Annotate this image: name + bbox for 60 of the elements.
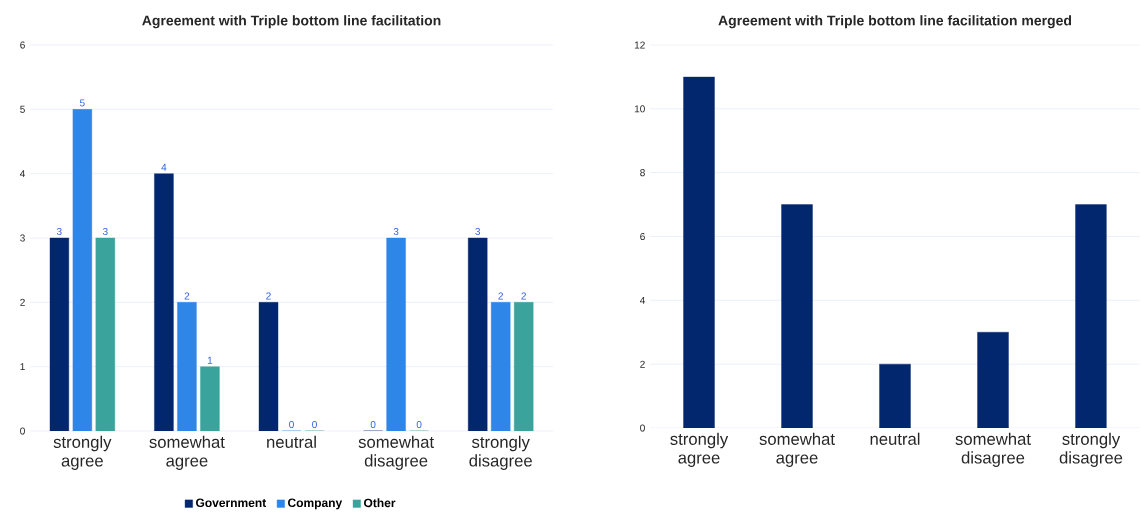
data-label: 2 (521, 292, 526, 300)
data-label: 5 (79, 99, 85, 107)
x-tick-label: neutral (267, 435, 316, 448)
legend-label: Company (288, 498, 343, 510)
y-tick-label: 8 (640, 169, 645, 177)
data-label: 0 (312, 420, 317, 429)
bar (683, 76, 715, 428)
data-label: 2 (184, 292, 190, 300)
y-tick-label: 2 (20, 298, 25, 306)
data-label: 3 (475, 227, 481, 236)
y-tick-label: 4 (639, 296, 646, 304)
x-tick-label: strongly agree (670, 432, 729, 467)
bar (49, 237, 70, 431)
bar (386, 237, 406, 431)
bar (200, 366, 220, 431)
bar (95, 237, 116, 431)
y-tick-label: 6 (640, 232, 645, 241)
bar (72, 109, 93, 431)
bar (514, 302, 534, 431)
data-label: 0 (416, 420, 422, 429)
y-tick-label: 1 (20, 363, 25, 371)
bar (1075, 204, 1107, 428)
bar (258, 302, 279, 431)
legend-label: Government (196, 498, 267, 508)
x-tick-label: neutral (870, 432, 920, 445)
y-tick-label: 6 (20, 41, 25, 49)
x-tick-label: strongly agree (53, 435, 112, 470)
data-label: 2 (498, 292, 503, 300)
x-tick-label: somewhat disagree (955, 432, 1031, 467)
x-tick-label: somewhat agree (149, 435, 225, 470)
bar (491, 302, 511, 431)
y-tick-label: 4 (19, 170, 26, 178)
x-tick-label: strongly disagree (469, 435, 532, 470)
y-tick-label: 10 (634, 105, 645, 113)
data-label: 3 (56, 227, 62, 236)
data-label: 0 (370, 420, 376, 429)
x-tick-label: somewhat disagree (358, 435, 434, 470)
data-label: 3 (393, 227, 399, 236)
data-label: 3 (102, 227, 108, 236)
data-label: 1 (207, 356, 213, 364)
data-label: 0 (289, 420, 294, 429)
bar (977, 332, 1009, 428)
y-tick-label: 0 (640, 424, 645, 432)
y-tick-label: 0 (20, 427, 25, 435)
data-label: 4 (161, 163, 167, 171)
chart-title: Agreement with Triple bottom line facilitation merged (718, 15, 1072, 29)
x-tick-label: strongly disagree (1059, 432, 1123, 467)
bar (781, 204, 813, 428)
y-tick-label: 5 (20, 105, 25, 113)
bar (468, 237, 488, 431)
y-tick-label: 12 (634, 41, 645, 49)
y-tick-label: 3 (20, 234, 25, 242)
legend-label: Other (364, 498, 396, 508)
x-tick-label: somewhat agree (759, 432, 835, 467)
bar (177, 302, 197, 431)
chart-title: Agreement with Triple bottom line facilitation (142, 15, 441, 29)
y-tick-label: 2 (640, 360, 645, 368)
bar (154, 173, 174, 431)
data-label: 2 (266, 292, 271, 300)
bar (879, 363, 911, 428)
